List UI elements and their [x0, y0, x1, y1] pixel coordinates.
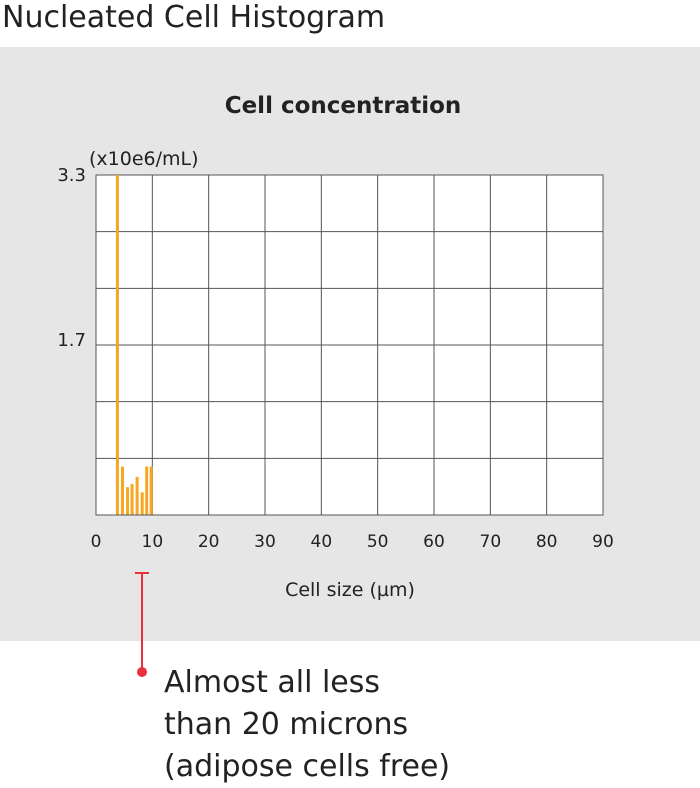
histogram-bar — [115, 175, 119, 515]
y-tick-label: 3.3 — [57, 165, 86, 186]
histogram-bar — [120, 466, 124, 515]
x-tick-label: 20 — [198, 532, 220, 552]
x-tick-label: 30 — [254, 532, 276, 552]
histogram-bar — [130, 484, 134, 515]
histogram-bar — [140, 492, 144, 515]
bars — [115, 175, 153, 515]
histogram-bar — [126, 487, 130, 515]
callout-dot — [137, 667, 147, 677]
annotation-line-2: than 20 microns — [164, 707, 409, 742]
x-axis-label: Cell size (µm) — [285, 579, 415, 601]
x-tick-label: 50 — [367, 532, 389, 552]
annotation-callout — [135, 572, 149, 677]
y-axis-unit-label: (x10e6/mL) — [89, 148, 199, 170]
y-tick-label: 1.7 — [57, 330, 86, 351]
annotation-line-3: (adipose cells free) — [164, 749, 451, 784]
x-tick-labels: 0 10 20 30 40 50 60 70 80 90 — [91, 532, 614, 552]
x-tick-label: 40 — [311, 532, 333, 552]
x-tick-label: 0 — [91, 532, 102, 552]
annotation-text: Almost all less than 20 microns (adipose… — [164, 662, 450, 788]
x-tick-label: 60 — [423, 532, 445, 552]
histogram-bar — [135, 476, 139, 515]
histogram-bar — [149, 466, 153, 515]
x-tick-label: 80 — [536, 532, 558, 552]
grid-lines — [95, 175, 604, 515]
x-tick-label: 70 — [480, 532, 502, 552]
x-tick-label: 10 — [142, 532, 164, 552]
histogram-bar — [145, 466, 149, 515]
chart-title: Cell concentration — [225, 93, 462, 119]
annotation-line-1: Almost all less — [164, 665, 381, 700]
page-title: Nucleated Cell Histogram — [2, 0, 386, 35]
x-tick-label: 90 — [592, 532, 614, 552]
y-tick-labels: 1.7 3.3 — [57, 165, 86, 351]
